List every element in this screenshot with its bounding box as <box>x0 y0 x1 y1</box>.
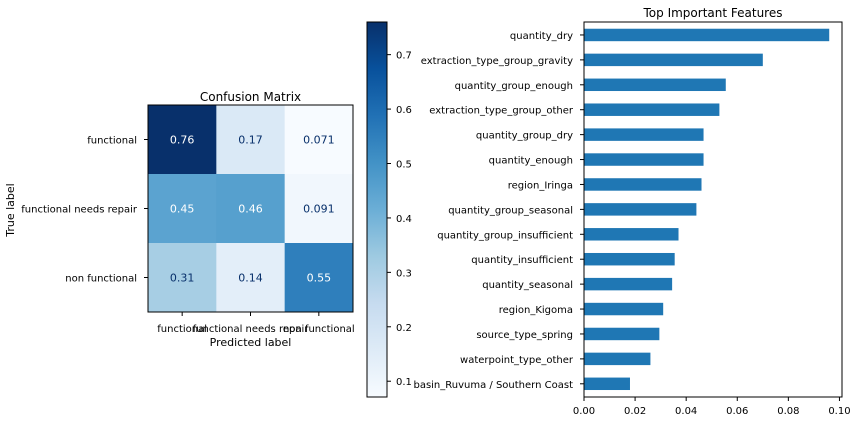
feature-importance-title: Top Important Features <box>643 6 783 20</box>
heatmap-cell <box>284 105 354 175</box>
feature-label: extraction_type_group_gravity <box>421 56 573 67</box>
y-tick-label: functional needs repair <box>21 205 138 216</box>
heatmap-cell <box>216 243 286 313</box>
heatmap-cell <box>148 105 217 175</box>
colorbar-ticks: 0.1 0.2 0.3 0.4 0.5 0.6 0.7 <box>387 51 412 388</box>
feature-bar <box>584 277 673 291</box>
feature-importance-bars <box>584 28 830 391</box>
x-tick-label: 0.02 <box>624 406 646 417</box>
feature-bar <box>584 302 664 316</box>
feature-bar <box>584 78 726 92</box>
colorbar-tick-label: 0.6 <box>396 105 412 116</box>
feature-label: region_Iringa <box>508 180 573 191</box>
x-tick-label: non functional <box>283 324 355 335</box>
heatmap-cell <box>216 174 286 244</box>
feature-bar <box>584 153 704 166</box>
feature-bar <box>584 352 651 366</box>
confusion-matrix-y-ticks: functional functional needs repair non fun… <box>21 136 148 285</box>
feature-bar <box>584 28 830 42</box>
feature-bar <box>584 203 697 216</box>
feature-bar <box>584 377 630 391</box>
feature-label: region_Kigoma <box>499 305 573 316</box>
x-tick-label: 0.08 <box>777 406 799 417</box>
colorbar-gradient <box>367 22 387 397</box>
colorbar-tick-label: 0.5 <box>396 160 412 171</box>
feature-importance-x-ticks: 0.00 0.02 0.04 0.06 0.08 0.10 <box>573 397 851 417</box>
feature-importance-y-ticks: quantity_dry extraction_type_group_gravit… <box>413 31 584 391</box>
confusion-matrix-cell-labels: 0.76 0.17 0.071 0.45 0.46 0.091 0.31 0.14 0.55 <box>170 134 335 285</box>
feature-label: source_type_spring <box>476 330 573 341</box>
heatmap-cell-label: 0.071 <box>303 134 335 147</box>
confusion-matrix-ylabel: True label <box>4 183 17 237</box>
feature-label: quantity_seasonal <box>482 280 573 291</box>
x-tick-label: 0.10 <box>828 406 850 417</box>
feature-bar <box>584 327 660 341</box>
x-tick-label: 0.06 <box>726 406 748 417</box>
feature-bar <box>584 103 720 116</box>
feature-label: quantity_group_insufficient <box>437 230 573 241</box>
colorbar-tick-label: 0.7 <box>396 51 412 62</box>
y-tick-label: non functional <box>65 274 137 285</box>
x-tick-label: 0.04 <box>675 406 697 417</box>
y-tick-label: functional <box>87 136 137 147</box>
heatmap-cell-label: 0.45 <box>170 203 195 216</box>
feature-label: quantity_enough <box>489 156 573 167</box>
colorbar-tick-label: 0.1 <box>396 377 412 388</box>
confusion-matrix-xlabel: Predicted label <box>210 336 292 349</box>
feature-bar <box>584 53 763 67</box>
colorbar-frame <box>366 21 388 398</box>
x-tick-label: 0.00 <box>573 406 595 417</box>
confusion-matrix-title: Confusion Matrix <box>200 90 301 104</box>
feature-label: quantity_group_enough <box>455 81 573 92</box>
feature-label: quantity_insufficient <box>471 255 573 266</box>
x-tick-label: functional <box>157 324 207 335</box>
feature-label: quantity_dry <box>510 31 573 42</box>
heatmap-cell-label: 0.46 <box>238 203 263 216</box>
heatmap-cell <box>148 243 217 313</box>
feature-bar <box>584 228 679 241</box>
feature-label: basin_Ruvuma / Southern Coast <box>413 380 573 391</box>
feature-bar <box>584 252 675 266</box>
heatmap-cell-label: 0.31 <box>170 272 195 285</box>
heatmap-cell-label: 0.091 <box>303 203 335 216</box>
heatmap-cell <box>216 105 286 175</box>
heatmap-cell <box>284 243 354 313</box>
feature-bar <box>584 178 702 191</box>
colorbar: 0.1 0.2 0.3 0.4 0.5 0.6 0.7 <box>366 21 412 398</box>
feature-label: quantity_group_dry <box>476 131 573 142</box>
confusion-matrix-cells <box>148 105 354 313</box>
feature-label: quantity_group_seasonal <box>448 205 573 216</box>
heatmap-cell-label: 0.76 <box>170 134 195 147</box>
feature-importance-chart: Top Important Features quantity_dryextra… <box>413 6 850 417</box>
feature-label: waterpoint_type_other <box>460 355 574 366</box>
x-tick-label: functional needs repair <box>193 324 310 335</box>
colorbar-tick-label: 0.4 <box>396 214 412 225</box>
colorbar-tick-label: 0.2 <box>396 323 412 334</box>
colorbar-tick-label: 0.3 <box>396 268 412 279</box>
feature-label: extraction_type_group_other <box>429 106 574 117</box>
heatmap-cell <box>148 174 217 244</box>
feature-bar <box>584 128 704 141</box>
heatmap-cell-label: 0.14 <box>238 272 263 285</box>
heatmap-cell-label: 0.55 <box>307 272 332 285</box>
heatmap-cell-label: 0.17 <box>238 134 263 147</box>
heatmap-cell <box>284 174 354 244</box>
